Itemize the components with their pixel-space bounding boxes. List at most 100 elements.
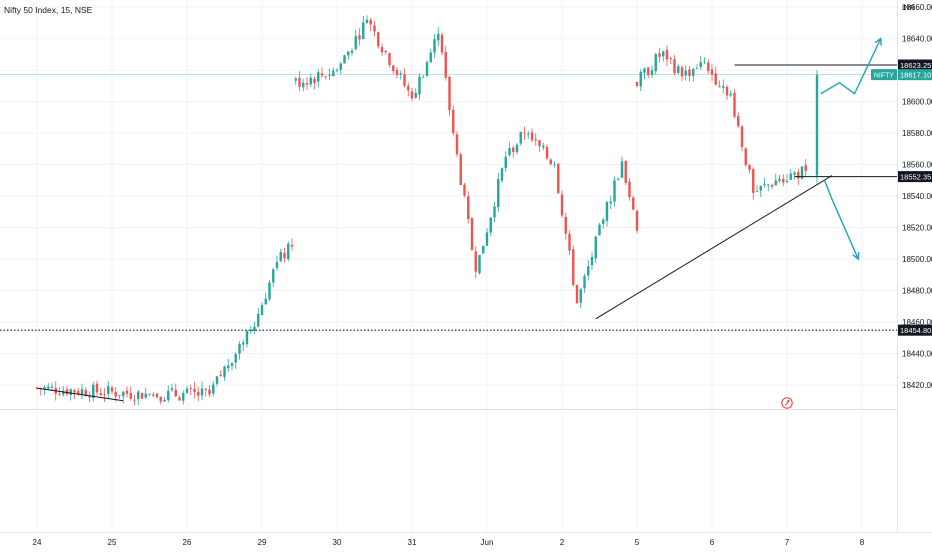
- candle-up[interactable]: [152, 394, 155, 396]
- candle-up[interactable]: [767, 184, 770, 186]
- candle-up[interactable]: [200, 388, 204, 396]
- candle-up[interactable]: [245, 331, 249, 344]
- candle-down[interactable]: [298, 77, 301, 87]
- candle-up[interactable]: [80, 389, 84, 395]
- candle-down[interactable]: [305, 83, 309, 85]
- candle-up[interactable]: [437, 33, 440, 41]
- candle-up[interactable]: [238, 344, 241, 354]
- candle-down[interactable]: [455, 134, 459, 155]
- candle-up[interactable]: [234, 354, 237, 363]
- candle-up[interactable]: [339, 63, 342, 70]
- candle-up[interactable]: [328, 74, 331, 76]
- candle-down[interactable]: [512, 147, 515, 152]
- candle-up[interactable]: [350, 50, 354, 53]
- candle-up[interactable]: [182, 392, 185, 401]
- candle-up[interactable]: [519, 131, 522, 144]
- candle-up[interactable]: [257, 314, 260, 327]
- candle-down[interactable]: [377, 32, 380, 47]
- candle-up[interactable]: [677, 66, 680, 73]
- candle-down[interactable]: [669, 58, 672, 59]
- candles-group[interactable]: [35, 15, 819, 406]
- candle-up[interactable]: [62, 390, 65, 395]
- candle-up[interactable]: [613, 180, 616, 202]
- candle-up[interactable]: [272, 269, 275, 283]
- candle-up[interactable]: [268, 282, 271, 300]
- candle-down[interactable]: [680, 67, 684, 77]
- candle-up[interactable]: [684, 70, 687, 76]
- candle-up[interactable]: [699, 62, 702, 68]
- candle-up[interactable]: [249, 329, 252, 332]
- candle-up[interactable]: [212, 384, 215, 394]
- candle-up[interactable]: [692, 69, 695, 76]
- candle-up[interactable]: [789, 173, 792, 180]
- candle-down[interactable]: [744, 148, 747, 165]
- candle-down[interactable]: [740, 126, 744, 147]
- candle-down[interactable]: [219, 374, 222, 376]
- candle-up[interactable]: [362, 22, 365, 40]
- candle-down[interactable]: [407, 86, 410, 91]
- candle-down[interactable]: [320, 73, 324, 76]
- candle-up[interactable]: [399, 73, 402, 75]
- candle-up[interactable]: [163, 399, 166, 402]
- candle-down[interactable]: [148, 393, 151, 395]
- candle-up[interactable]: [500, 168, 504, 181]
- candle-down[interactable]: [84, 390, 87, 396]
- time-axis[interactable]: 24 25 26 29 30 31 Jun 2 5 6 7 8: [33, 538, 865, 547]
- candle-up[interactable]: [309, 77, 312, 85]
- candle-down[interactable]: [178, 397, 181, 401]
- candle-up[interactable]: [335, 70, 339, 71]
- candle-down[interactable]: [752, 169, 755, 193]
- candle-down[interactable]: [444, 51, 447, 78]
- candle-down[interactable]: [549, 159, 552, 165]
- candle-down[interactable]: [133, 399, 136, 401]
- candle-down[interactable]: [530, 132, 534, 141]
- candle-up[interactable]: [294, 78, 297, 81]
- candle-down[interactable]: [632, 197, 635, 210]
- candle-up[interactable]: [778, 178, 781, 181]
- candle-up[interactable]: [493, 206, 496, 218]
- arrow-path[interactable]: [823, 180, 859, 260]
- candle-up[interactable]: [617, 178, 620, 180]
- candle-down[interactable]: [369, 20, 372, 25]
- candle-down[interactable]: [58, 393, 61, 395]
- candle-down[interactable]: [707, 62, 710, 71]
- candle-up[interactable]: [170, 388, 174, 391]
- candle-down[interactable]: [440, 34, 444, 53]
- candle-up[interactable]: [587, 266, 590, 276]
- candle-down[interactable]: [125, 390, 129, 394]
- candle-down[interactable]: [624, 161, 627, 183]
- candle-up[interactable]: [594, 236, 597, 259]
- candle-down[interactable]: [197, 391, 200, 396]
- candle-up[interactable]: [504, 156, 507, 169]
- candle-up[interactable]: [422, 76, 425, 78]
- candle-up[interactable]: [815, 74, 819, 176]
- candle-down[interactable]: [88, 396, 91, 398]
- candle-up[interactable]: [598, 224, 601, 236]
- candle-down[interactable]: [114, 391, 117, 397]
- candle-down[interactable]: [635, 81, 639, 86]
- candle-up[interactable]: [107, 386, 110, 395]
- candle-up[interactable]: [763, 184, 766, 186]
- candle-up[interactable]: [425, 62, 429, 77]
- candle-up[interactable]: [639, 71, 642, 87]
- candle-up[interactable]: [287, 243, 290, 260]
- candle-up[interactable]: [433, 39, 436, 53]
- candle-up[interactable]: [654, 54, 657, 72]
- candle-up[interactable]: [695, 68, 699, 69]
- candle-down[interactable]: [635, 210, 639, 231]
- candle-down[interactable]: [358, 35, 361, 40]
- candle-up[interactable]: [774, 180, 777, 186]
- candle-up[interactable]: [43, 387, 46, 390]
- candle-up[interactable]: [227, 365, 230, 369]
- candle-down[interactable]: [174, 389, 177, 397]
- candle-up[interactable]: [489, 217, 492, 233]
- candle-up[interactable]: [553, 164, 556, 166]
- candle-down[interactable]: [523, 132, 526, 134]
- replay-icon[interactable]: [781, 397, 793, 409]
- candle-up[interactable]: [264, 298, 267, 305]
- candle-down[interactable]: [572, 249, 575, 286]
- candle-down[interactable]: [129, 392, 132, 399]
- candle-up[interactable]: [343, 55, 346, 64]
